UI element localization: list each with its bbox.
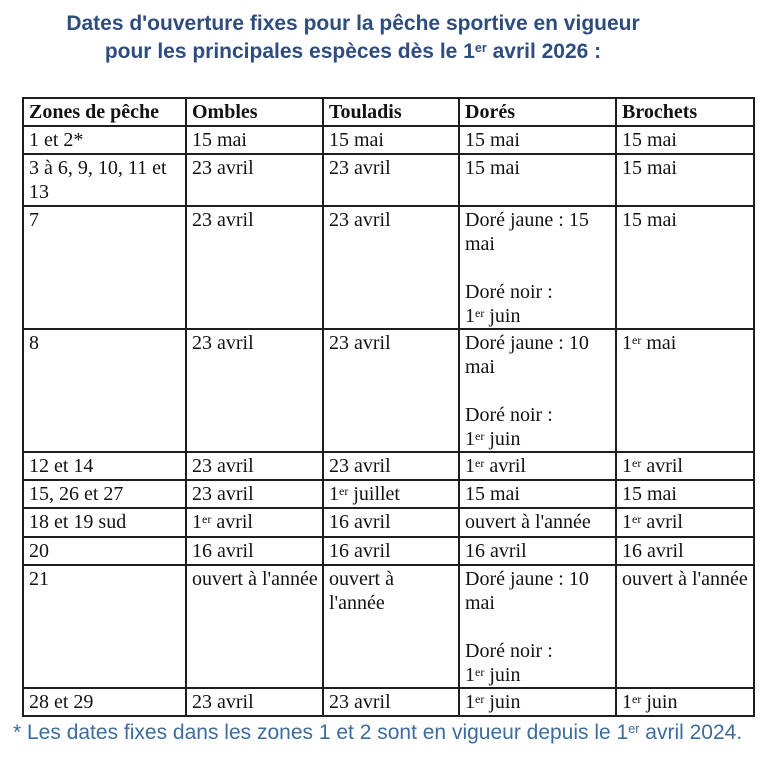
date-cell: 1er juin <box>615 687 755 717</box>
table-row: 18 et 19 sud 1er avril 16 avril ouvert à l'… <box>22 507 755 538</box>
date-cell: 23 avril <box>322 451 460 481</box>
date-cell: 23 avril <box>322 328 460 453</box>
date-cell: 15 mai <box>615 479 755 509</box>
date-cell: 1er avril <box>458 451 617 481</box>
zone-cell: 18 et 19 sud <box>22 507 187 538</box>
date-cell: 23 avril <box>322 153 460 207</box>
date-cell: 1er avril <box>615 451 755 481</box>
table-row: 1 et 2* 15 mai 15 mai 15 mai 15 mai <box>22 125 755 155</box>
date-cell: ouvert à l'année <box>458 507 617 538</box>
date-cell: 1er avril <box>615 507 755 538</box>
page: Dates d'ouverture fixes pour la pêche sp… <box>0 10 768 745</box>
date-cell: ouvert à l'année <box>322 564 460 689</box>
date-cell: Doré jaune : 15 mai Doré noir :1er juin <box>458 205 617 330</box>
date-cell: 1er juin <box>458 687 617 717</box>
column-header-zones: Zones de pêche <box>22 97 187 127</box>
table-row: 15, 26 et 27 23 avril 1er juillet 15 mai 15 … <box>22 479 755 509</box>
zone-cell: 21 <box>22 564 187 689</box>
date-cell: 16 avril <box>322 536 460 566</box>
date-cell: 1er juillet <box>322 479 460 509</box>
date-cell: 15 mai <box>615 125 755 155</box>
date-cell: 15 mai <box>615 205 755 330</box>
date-cell: 23 avril <box>185 153 324 207</box>
date-cell: 15 mai <box>322 125 460 155</box>
date-cell: Doré jaune : 10 mai Doré noir :1er juin <box>458 564 617 689</box>
title-line-2: pour les principales espèces dès le 1er … <box>104 40 602 63</box>
footnote: * Les dates fixes dans les zones 1 et 2 … <box>13 721 743 744</box>
date-cell: 23 avril <box>322 687 460 717</box>
column-header-touladis: Touladis <box>322 97 460 127</box>
date-cell: 23 avril <box>185 687 324 717</box>
table-row: 20 16 avril 16 avril 16 avril 16 avril <box>22 536 755 566</box>
column-header-brochets: Brochets <box>615 97 755 127</box>
table-header-row: Zones de pêche Ombles Touladis Dorés Brochet… <box>22 97 755 127</box>
table-row: 12 et 14 23 avril 23 avril 1er avril 1er avr… <box>22 451 755 481</box>
date-cell: 23 avril <box>185 479 324 509</box>
date-cell: 23 avril <box>322 205 460 330</box>
table-row: 8 23 avril 23 avril Doré jaune : 10 mai Doré… <box>22 328 755 453</box>
zone-cell: 12 et 14 <box>22 451 187 481</box>
zone-cell: 1 et 2* <box>22 125 187 155</box>
table-row: 28 et 29 23 avril 23 avril 1er juin 1er juin <box>22 687 755 717</box>
date-cell: 15 mai <box>615 153 755 207</box>
date-cell: 16 avril <box>185 536 324 566</box>
table-body: 1 et 2* 15 mai 15 mai 15 mai 15 mai 3 à 6, 9,… <box>22 125 755 717</box>
date-cell: 16 avril <box>458 536 617 566</box>
table-row: 7 23 avril 23 avril Doré jaune : 15 mai Doré… <box>22 205 755 330</box>
zone-cell: 7 <box>22 205 187 330</box>
date-cell: 15 mai <box>185 125 324 155</box>
page-title: Dates d'ouverture fixes pour la pêche sp… <box>0 10 706 66</box>
date-cell: 16 avril <box>615 536 755 566</box>
column-header-dores: Dorés <box>458 97 617 127</box>
date-cell: 16 avril <box>322 507 460 538</box>
table-row: 21 ouvert à l'année ouvert à l'année Doré j… <box>22 564 755 689</box>
date-cell: 23 avril <box>185 451 324 481</box>
column-header-ombles: Ombles <box>185 97 324 127</box>
zone-cell: 28 et 29 <box>22 687 187 717</box>
table-row: 3 à 6, 9, 10, 11 et 13 23 avril 23 avril 15… <box>22 153 755 207</box>
date-cell: ouvert à l'année <box>615 564 755 689</box>
date-cell: 23 avril <box>185 205 324 330</box>
date-cell: 1er mai <box>615 328 755 453</box>
zone-cell: 20 <box>22 536 187 566</box>
zone-cell: 3 à 6, 9, 10, 11 et 13 <box>22 153 187 207</box>
fishing-dates-table: Zones de pêche Ombles Touladis Dorés Brochet… <box>22 97 755 717</box>
date-cell: 15 mai <box>458 479 617 509</box>
title-line-1: Dates d'ouverture fixes pour la pêche sp… <box>66 12 640 35</box>
date-cell: 23 avril <box>185 328 324 453</box>
date-cell: 1er avril <box>185 507 324 538</box>
zone-cell: 15, 26 et 27 <box>22 479 187 509</box>
zone-cell: 8 <box>22 328 187 453</box>
date-cell: 15 mai <box>458 125 617 155</box>
date-cell: Doré jaune : 10 mai Doré noir :1er juin <box>458 328 617 453</box>
date-cell: ouvert à l'année <box>185 564 324 689</box>
date-cell: 15 mai <box>458 153 617 207</box>
